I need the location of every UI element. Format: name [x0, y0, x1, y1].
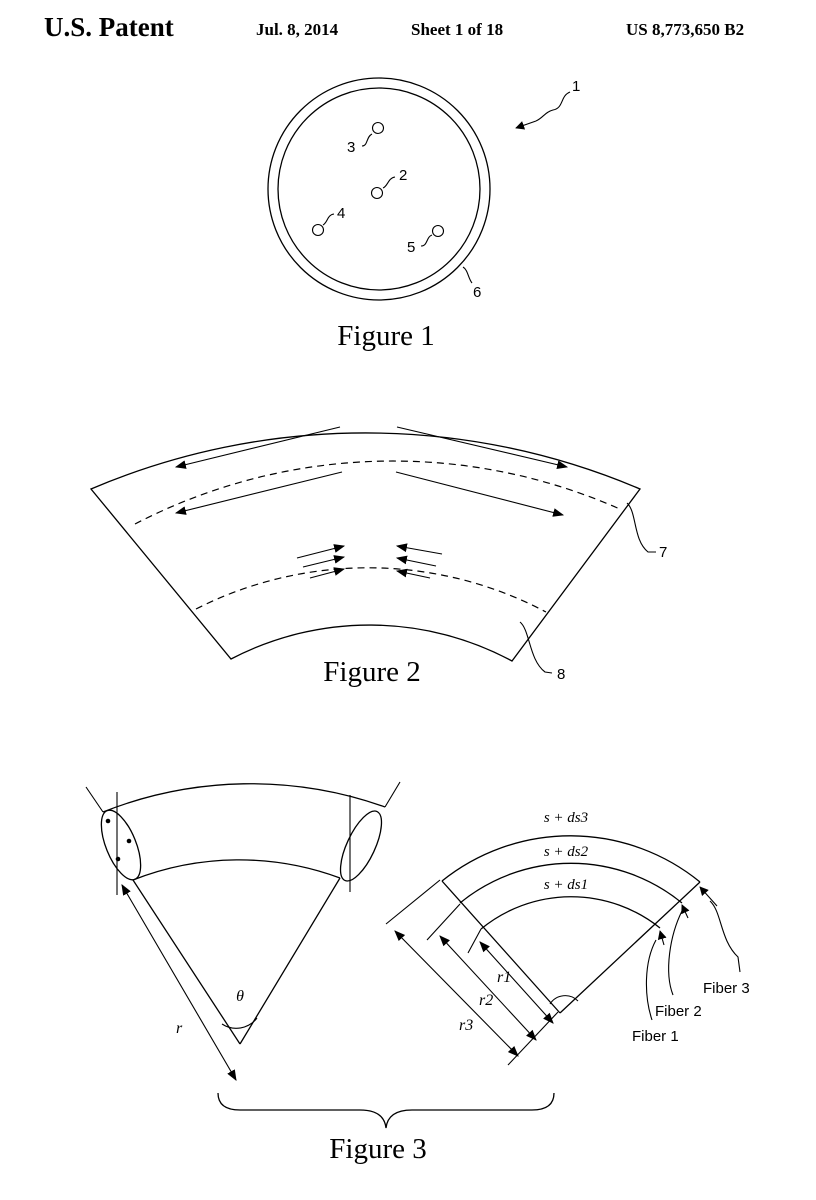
- right-edge-line: [559, 881, 701, 1014]
- figure-3-right-diagram: s + ds3 s + ds2 s + ds1 r1 r2 r3 Fiber 3…: [385, 810, 750, 1066]
- left-extension-line: [85, 786, 104, 813]
- header-date: Jul. 8, 2014: [256, 20, 339, 39]
- arrow-assembly: [515, 120, 537, 130]
- arc-label-fiber-3: s + ds3: [544, 810, 588, 826]
- tension-arrow-upper-right: [396, 426, 569, 470]
- compression-arrow-1: [296, 544, 346, 559]
- left-radius-line: [132, 879, 241, 1045]
- label-core-4: 4: [337, 205, 345, 222]
- leader-inner-core: [519, 621, 553, 674]
- header-publisher: U.S. Patent: [44, 12, 174, 42]
- label-outer-core: 7: [659, 544, 667, 561]
- label-assembly: 1: [572, 78, 580, 95]
- fiber-dot-1: [105, 818, 111, 824]
- compression-arrow-2: [302, 555, 346, 568]
- fiber-dot-3: [115, 856, 121, 862]
- leader-fiber-2: [668, 910, 683, 996]
- leader-core-3: [361, 133, 373, 147]
- figure-1: 3 2 4 5 6 1 Figure 1: [267, 77, 580, 352]
- label-cladding: 6: [473, 284, 481, 301]
- arc-label-fiber-1: s + ds1: [544, 877, 588, 893]
- label-inner-core: 8: [557, 666, 565, 683]
- leader-core-4: [322, 213, 335, 226]
- label-fiber-2: Fiber 2: [655, 1003, 702, 1020]
- extension-r2-top: [426, 903, 461, 941]
- pointer-fiber-1: [657, 930, 667, 946]
- bent-fiber-section: [89, 432, 642, 662]
- extension-r1-top: [467, 928, 482, 954]
- compression-arrow-5: [395, 555, 437, 567]
- tension-arrow-upper-left: [174, 426, 341, 469]
- arc-label-fiber-2: s + ds2: [544, 844, 589, 860]
- pointer-fiber-3: [699, 886, 718, 907]
- header-sheet: Sheet 1 of 18: [411, 20, 504, 39]
- figure-1-caption: Figure 1: [337, 320, 434, 352]
- radius-label-r1: r1: [497, 969, 511, 986]
- header-patent-number: US 8,773,650 B2: [626, 20, 745, 39]
- figure-2: 7 8 Figure 2: [89, 426, 667, 688]
- leader-fiber-1: [645, 939, 657, 1021]
- leader-assembly: [535, 91, 571, 122]
- leader-cladding: [462, 266, 473, 284]
- figure-3-left-diagram: θ r: [85, 781, 401, 1081]
- fiber-dot-2: [126, 838, 132, 844]
- extension-r3-top: [385, 879, 441, 925]
- radius-r-label: r: [176, 1020, 183, 1037]
- leader-core-5: [420, 234, 433, 247]
- right-cross-section: [339, 810, 383, 882]
- compression-arrow-4: [395, 543, 443, 555]
- cladding-inner-circle: [277, 87, 481, 291]
- inner-arc: [132, 859, 341, 881]
- compression-arrow-6: [395, 568, 431, 579]
- radius-dimension-arrow: [121, 884, 237, 1081]
- compression-arrow-3: [309, 567, 346, 579]
- core-5: [431, 224, 445, 238]
- leader-outer-core: [626, 502, 656, 553]
- right-radius-line: [239, 877, 341, 1045]
- angle-theta-label: θ: [236, 988, 244, 1005]
- pointer-fiber-2: [681, 904, 690, 919]
- tension-arrow-lower-left: [174, 471, 343, 515]
- arc-fiber-1: [480, 896, 661, 930]
- leader-core-2: [382, 176, 396, 189]
- outer-arc: [102, 783, 386, 813]
- label-core-2: 2: [399, 167, 407, 184]
- dimension-arrow-r1: [479, 941, 554, 1024]
- left-edge-line: [441, 880, 561, 1014]
- core-2: [370, 186, 384, 200]
- arc-fiber-3: [441, 835, 701, 883]
- figure-3-caption: Figure 3: [329, 1133, 426, 1165]
- core-4: [311, 223, 325, 237]
- angle-arc: [221, 1017, 258, 1029]
- label-core-3: 3: [347, 139, 355, 156]
- left-cross-section: [100, 809, 142, 881]
- core-3: [371, 121, 385, 135]
- cladding-outer-circle: [267, 77, 491, 301]
- label-fiber-1: Fiber 1: [632, 1028, 679, 1045]
- page-header: U.S. Patent Jul. 8, 2014 Sheet 1 of 18 U…: [0, 0, 816, 60]
- label-fiber-3: Fiber 3: [703, 980, 750, 997]
- dimension-arrow-r3: [394, 930, 519, 1057]
- tension-arrow-lower-right: [395, 471, 565, 517]
- figure-2-caption: Figure 2: [323, 656, 420, 688]
- radius-label-r3: r3: [459, 1017, 473, 1034]
- figure-3-brace: [217, 1092, 555, 1129]
- inner-core-path: [195, 567, 547, 613]
- outer-core-path: [134, 460, 623, 525]
- radius-label-r2: r2: [479, 992, 493, 1009]
- right-extension-line: [384, 781, 401, 808]
- arc-fiber-2: [459, 862, 683, 904]
- label-core-5: 5: [407, 239, 415, 256]
- leader-fiber-3: [709, 900, 741, 973]
